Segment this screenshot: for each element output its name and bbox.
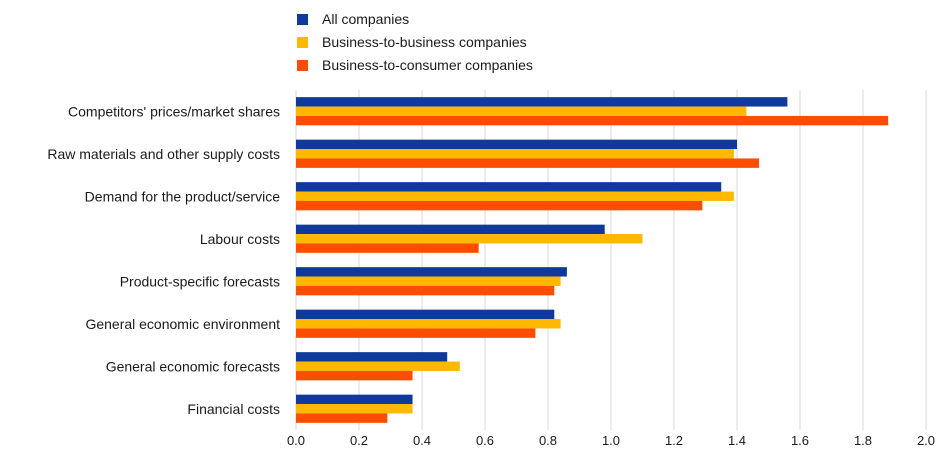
category-label: Labour costs — [200, 231, 280, 247]
bar — [296, 370, 413, 381]
bar — [296, 97, 788, 107]
bar — [296, 404, 413, 414]
bar — [296, 243, 479, 253]
x-tick-label: 0.4 — [413, 433, 431, 448]
bar — [296, 267, 567, 277]
bar — [296, 191, 734, 201]
legend-swatch — [297, 37, 308, 48]
x-tick-label: 0.8 — [539, 433, 557, 448]
bar — [296, 276, 561, 286]
legend-swatch — [297, 14, 308, 25]
category-label: Competitors' prices/market shares — [68, 103, 280, 119]
legend-label: Business-to-business companies — [322, 34, 527, 50]
x-tick-label: 0.2 — [350, 433, 368, 448]
bar — [296, 106, 747, 116]
legend: All companies Business-to-business compan… — [297, 11, 533, 73]
bar — [296, 352, 448, 362]
bar — [296, 361, 460, 371]
x-tick-label: 1.2 — [665, 433, 683, 448]
bar — [296, 319, 561, 329]
legend-label: All companies — [322, 11, 409, 27]
x-tick-label: 0.6 — [476, 433, 494, 448]
bar — [296, 309, 555, 320]
x-tick-label: 1.0 — [602, 433, 620, 448]
category-label: Product-specific forecasts — [120, 273, 280, 289]
bar — [296, 413, 388, 423]
bar — [296, 149, 734, 159]
x-tick-label: 0.0 — [287, 433, 305, 448]
bar — [296, 224, 605, 235]
bar — [296, 139, 737, 150]
category-labels: Competitors' prices/market shares Raw mat… — [47, 103, 280, 417]
legend-label: Business-to-consumer companies — [322, 57, 533, 73]
x-axis-ticks: 0.0 0.2 0.4 0.6 0.8 1.0 1.2 1.4 1.6 1.8 2.0 — [287, 433, 935, 448]
category-label: Demand for the product/service — [85, 188, 281, 204]
bar — [296, 182, 722, 192]
legend-swatch — [297, 60, 308, 71]
category-label: General economic forecasts — [106, 358, 280, 374]
category-label: General economic environment — [85, 316, 280, 332]
x-tick-label: 1.4 — [728, 433, 746, 448]
bar — [296, 234, 643, 244]
bar — [296, 115, 889, 126]
bar — [296, 285, 555, 296]
x-tick-label: 1.8 — [854, 433, 872, 448]
bar — [296, 394, 413, 405]
x-tick-label: 1.6 — [791, 433, 809, 448]
bar — [296, 328, 536, 338]
category-label: Financial costs — [187, 401, 280, 417]
bar — [296, 200, 703, 211]
bar — [296, 158, 760, 168]
category-label: Raw materials and other supply costs — [47, 146, 280, 162]
bars — [296, 97, 889, 423]
x-tick-label: 2.0 — [917, 433, 935, 448]
